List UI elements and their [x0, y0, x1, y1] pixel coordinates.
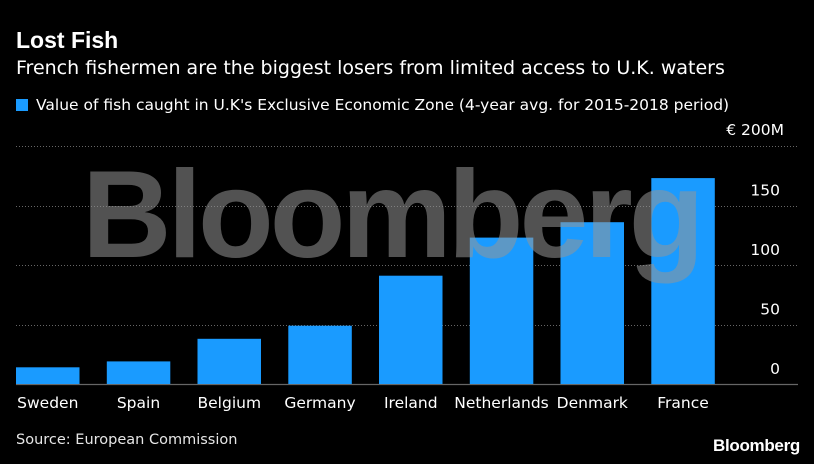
y-tick-label: 100 [750, 241, 780, 259]
bar-sweden [16, 367, 80, 384]
y-tick-label: 50 [760, 301, 780, 319]
y-tick-label: 150 [750, 182, 780, 200]
x-tick-label: Sweden [17, 394, 78, 412]
x-tick-label: Ireland [384, 394, 438, 412]
bar-germany [288, 325, 352, 384]
source-note: Source: European Commission [16, 432, 238, 448]
bar-netherlands [469, 237, 534, 384]
bar-ireland [379, 275, 443, 384]
legend: Value of fish caught in U.K's Exclusive … [16, 95, 729, 115]
unit-label: € 200M [726, 121, 784, 139]
bar-france [651, 178, 715, 384]
chart-subtitle: French fishermen are the biggest losers … [16, 57, 725, 79]
legend-swatch [16, 99, 28, 111]
x-tick-label: Spain [117, 394, 160, 412]
chart-title: Lost Fish [16, 27, 119, 53]
x-tick-label: Belgium [198, 394, 262, 412]
x-tick-label: Denmark [557, 394, 628, 412]
legend-label: Value of fish caught in U.K's Exclusive … [36, 96, 730, 114]
x-tick-label: Netherlands [454, 394, 548, 412]
bar-denmark [560, 222, 624, 384]
y-tick-label: 0 [770, 360, 780, 378]
x-tick-label: France [657, 394, 709, 412]
brand-logo: Bloomberg [712, 436, 800, 455]
x-tick-label: Germany [284, 394, 355, 412]
bar-belgium [197, 338, 261, 384]
bar-spain [106, 361, 171, 384]
